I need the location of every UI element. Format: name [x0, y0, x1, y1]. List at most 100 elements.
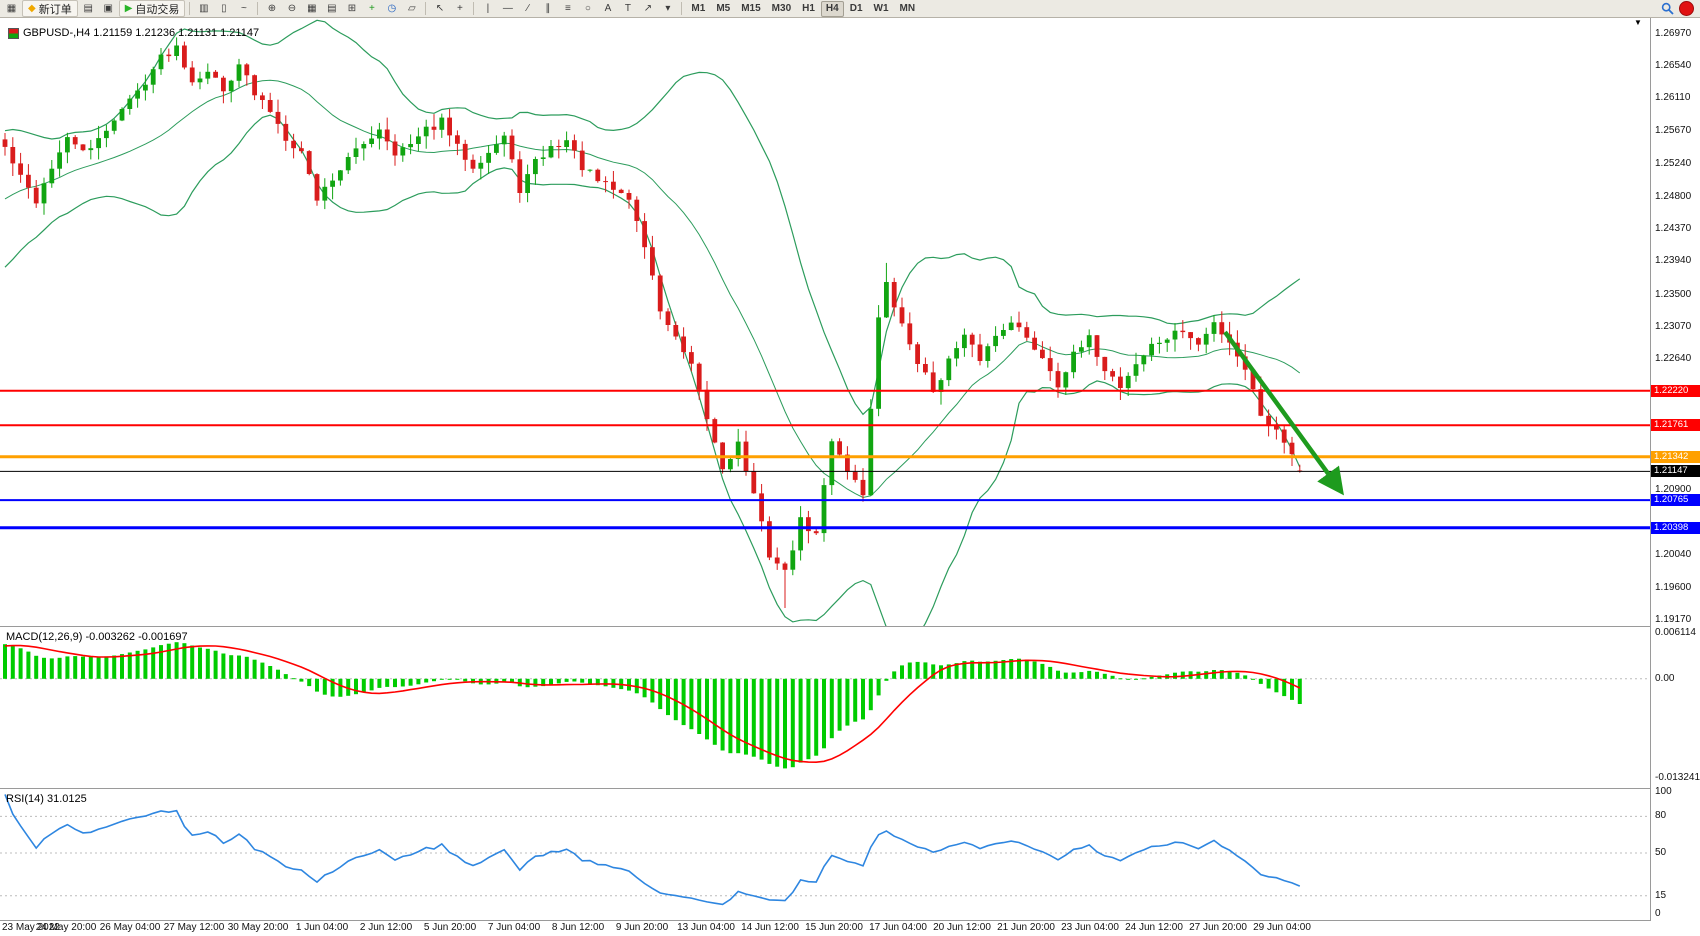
price-tag-1.20765: 1.20765 — [1651, 494, 1700, 507]
rsi-axis-label: 15 — [1655, 889, 1667, 901]
time-axis-label: 13 Jun 04:00 — [677, 922, 735, 933]
search-icon-glyph — [1661, 2, 1674, 15]
add-indicator-icon[interactable]: + — [362, 0, 381, 17]
timeframe-mn-button[interactable]: MN — [899, 3, 916, 14]
time-axis-label: 27 May 12:00 — [163, 922, 225, 933]
zoom-in-icon[interactable]: ⊕ — [262, 0, 281, 17]
shapes-icon[interactable]: ○ — [578, 0, 597, 17]
time-axis-label: 23 Jun 04:00 — [1061, 922, 1119, 933]
horizontal-line-icon-glyph: — — [502, 2, 513, 14]
timeframe-m15-button[interactable]: M15 — [741, 3, 761, 14]
timeframe-h1-button[interactable]: H1 — [802, 3, 815, 14]
chart-icon — [8, 27, 19, 39]
zoom-out-icon[interactable]: ⊖ — [282, 0, 301, 17]
macd-axis-label: -0.013241 — [1655, 772, 1700, 783]
macd-rsi-separator[interactable] — [0, 788, 1700, 789]
new-chart-icon-glyph: ▦ — [6, 2, 17, 14]
shapes-icon-glyph: ○ — [584, 2, 591, 14]
macd-histogram — [3, 642, 1302, 769]
fibonacci-icon[interactable]: ≡ — [558, 0, 577, 17]
macd-panel-canvas[interactable] — [0, 627, 1650, 788]
price-tag-1.20398: 1.20398 — [1651, 521, 1700, 534]
price-tag-1.22220: 1.22220 — [1651, 384, 1700, 397]
arrows-icon[interactable]: ↗ — [638, 0, 657, 17]
auto-arrange-icon[interactable]: ⊞ — [342, 0, 361, 17]
chart-window-icon[interactable]: ▤ — [79, 0, 98, 17]
timeframe-h4-button[interactable]: H4 — [820, 0, 844, 17]
channel-icon-glyph: ∥ — [545, 2, 551, 14]
macd-signal-line — [4, 644, 1301, 764]
notification-badge[interactable] — [1679, 1, 1694, 16]
time-axis-label: 24 May 20:00 — [35, 922, 97, 933]
line-chart-icon[interactable]: ~ — [234, 0, 253, 17]
periods-icon-glyph: ◷ — [387, 2, 397, 14]
candlesticks — [2, 37, 1303, 608]
cascade-windows-icon[interactable]: ▤ — [322, 0, 341, 17]
cascade-windows-icon-glyph: ▤ — [327, 2, 337, 14]
channel-icon[interactable]: ∥ — [538, 0, 557, 17]
templates-icon[interactable]: ▱ — [402, 0, 421, 17]
rsi-axis-label: 50 — [1655, 847, 1667, 858]
time-axis-label: 1 Jun 04:00 — [295, 922, 349, 933]
templates-icon-glyph: ▱ — [408, 2, 416, 14]
vertical-line-icon[interactable]: | — [478, 0, 497, 17]
price-axis-label: 1.23070 — [1655, 320, 1692, 332]
periods-icon[interactable]: ◷ — [382, 0, 401, 17]
bar-chart-icon[interactable]: ▥ — [194, 0, 213, 17]
zoom-in-icon-glyph: ⊕ — [267, 2, 277, 14]
candlestick-chart-icon-glyph: ▯ — [221, 2, 227, 14]
time-axis[interactable]: 23 May 2022 24 May 20:00 26 May 04:00 27 Ma… — [0, 921, 1700, 936]
rsi-panel-canvas[interactable] — [0, 789, 1650, 920]
candlestick-chart-icon[interactable]: ▯ — [214, 0, 233, 17]
search-icon[interactable] — [1658, 1, 1676, 16]
time-axis-label: 9 Jun 20:00 — [615, 922, 669, 933]
time-axis-label: 20 Jun 12:00 — [933, 922, 991, 933]
timeframe-m1-button[interactable]: M1 — [691, 3, 706, 14]
arrows-dropdown-icon-glyph: ▾ — [665, 2, 671, 14]
new-order-button-glyph: ◆ — [28, 2, 36, 14]
timeframe-d1-button[interactable]: D1 — [849, 3, 863, 14]
bollinger-middle-band — [4, 79, 1301, 499]
bollinger-upper-band — [4, 19, 1301, 416]
text-icon[interactable]: A — [598, 0, 617, 17]
price-tag-1.21761: 1.21761 — [1651, 419, 1700, 432]
timeframe-w1-button[interactable]: W1 — [873, 3, 889, 14]
arrows-dropdown-icon[interactable]: ▾ — [658, 0, 677, 17]
price-chart-canvas[interactable] — [0, 18, 1650, 626]
rsi-axis-label: 100 — [1655, 786, 1672, 797]
price-axis-label: 1.24370 — [1655, 223, 1692, 235]
price-axis-label: 1.20040 — [1655, 548, 1692, 560]
timeframe-m30-button[interactable]: M30 — [771, 3, 792, 14]
price-axis[interactable]: 1.26970 1.26540 1.26110 1.25670 1.25240 1.248… — [1650, 18, 1700, 921]
macd-axis-label: 0.006114 — [1655, 627, 1696, 638]
cursor-icon[interactable]: ↖ — [430, 0, 449, 17]
timeframe-m5-button[interactable]: M5 — [716, 3, 731, 14]
crosshair-icon[interactable]: + — [450, 0, 469, 17]
toolbar-separator — [681, 2, 683, 15]
horizontal-line-icon[interactable]: — — [498, 0, 517, 17]
bar-chart-icon-glyph: ▥ — [199, 2, 209, 14]
autotrade-button[interactable]: ▶ 自动交易 — [118, 0, 186, 17]
text-label-icon[interactable]: T — [618, 0, 637, 17]
price-axis-label: 1.24800 — [1655, 190, 1692, 202]
chart-window-icon-glyph: ▤ — [83, 2, 93, 14]
time-axis-label: 24 Jun 12:00 — [1125, 922, 1183, 933]
tile-windows-icon[interactable]: ▦ — [302, 0, 321, 17]
price-tag-1.21342: 1.21342 — [1651, 450, 1700, 463]
new-chart-icon[interactable]: ▦ — [2, 0, 21, 17]
vertical-line-icon-glyph: | — [486, 2, 490, 14]
main-macd-separator[interactable] — [0, 626, 1700, 627]
add-indicator-icon-glyph: + — [368, 2, 375, 14]
auto-arrange-icon-glyph: ⊞ — [347, 2, 357, 14]
trendline-icon[interactable]: ∕ — [518, 0, 537, 17]
zoom-out-icon-glyph: ⊖ — [287, 2, 297, 14]
chart-shift-marker-icon[interactable]: ▼ — [1634, 18, 1642, 27]
new-order-button[interactable]: ◆ 新订单 — [22, 0, 78, 17]
time-axis-label: 5 Jun 20:00 — [423, 922, 477, 933]
line-chart-icon-glyph: ~ — [240, 2, 247, 14]
price-axis-label: 1.23500 — [1655, 288, 1692, 300]
rsi-axis-label: 0 — [1655, 908, 1661, 919]
market-watch-icon[interactable]: ▣ — [99, 0, 118, 17]
trend-arrow[interactable] — [1223, 330, 1344, 496]
time-axis-label: 7 Jun 04:00 — [487, 922, 541, 933]
